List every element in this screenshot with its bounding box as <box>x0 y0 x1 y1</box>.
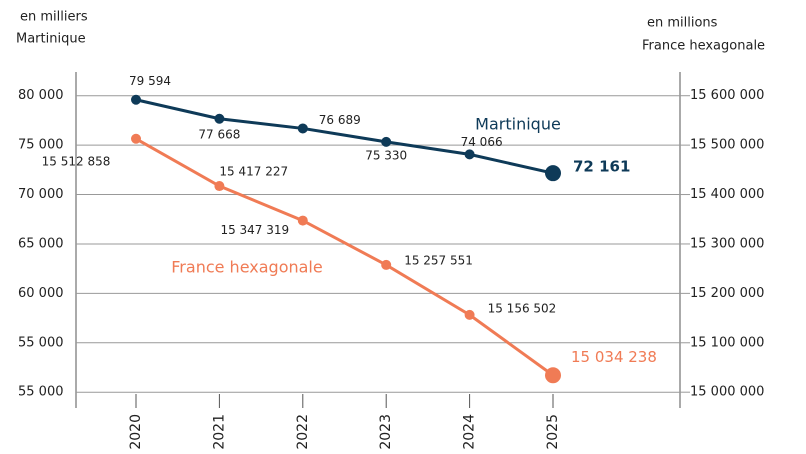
data-label: 15 257 551 <box>404 253 473 267</box>
data-point <box>214 181 225 192</box>
data-point <box>131 94 141 105</box>
y2-tick-label: 15 400 000 <box>690 187 764 202</box>
x-tick-label: 2023 <box>378 414 394 450</box>
y-tick-label: 60 000 <box>18 286 64 301</box>
y-tick-label: 55 000 <box>18 385 64 400</box>
data-label: 74 066 <box>461 135 503 149</box>
data-label: 15 417 227 <box>219 165 288 179</box>
data-label: 77 668 <box>198 127 240 141</box>
data-label: 79 594 <box>129 74 171 88</box>
x-tick-label: 2025 <box>545 414 561 450</box>
data-point <box>131 133 141 144</box>
legend-label: France hexagonale <box>171 258 322 277</box>
y2-axis-title: France hexagonale <box>642 39 765 54</box>
y-tick-label: 55 000 <box>18 335 64 350</box>
data-label: 15 156 502 <box>488 301 557 315</box>
y2-axis-title: en millions <box>647 16 718 31</box>
data-point <box>464 149 475 160</box>
data-point <box>381 259 392 270</box>
data-point <box>464 309 475 320</box>
data-point <box>381 136 392 147</box>
y2-tick-label: 15 300 000 <box>690 236 764 251</box>
data-label: 15 512 858 <box>42 154 111 168</box>
data-point <box>545 165 561 182</box>
x-tick-label: 2022 <box>295 414 311 450</box>
y-tick-label: 75 000 <box>18 138 64 153</box>
y2-tick-label: 15 600 000 <box>690 88 764 103</box>
series-line <box>135 137 554 377</box>
y-tick-label: 80 000 <box>18 88 64 103</box>
data-label: 72 161 <box>573 158 630 176</box>
data-label: 76 689 <box>319 113 361 127</box>
y-tick-label: 65 000 <box>18 236 64 251</box>
y2-tick-label: 15 100 000 <box>690 335 764 350</box>
x-tick-label: 2020 <box>128 414 144 450</box>
y-tick-label: 70 000 <box>18 187 64 202</box>
legend-label: Martinique <box>475 115 561 134</box>
data-point <box>214 113 225 124</box>
data-label: 15 347 319 <box>220 223 289 237</box>
y2-tick-label: 15 200 000 <box>690 286 764 301</box>
x-tick-label: 2021 <box>211 414 227 450</box>
data-label: 15 034 238 <box>571 348 657 366</box>
y2-tick-label: 15 500 000 <box>690 138 764 153</box>
data-label: 75 330 <box>365 148 407 162</box>
x-tick-label: 2024 <box>462 414 478 450</box>
y2-tick-label: 15 000 000 <box>690 385 764 400</box>
y-axis-title: Martinique <box>16 32 86 47</box>
data-point <box>297 215 308 226</box>
y-axis-title: en milliers <box>20 10 88 25</box>
data-point <box>545 367 561 384</box>
data-point <box>297 123 308 134</box>
series-line <box>135 98 554 175</box>
